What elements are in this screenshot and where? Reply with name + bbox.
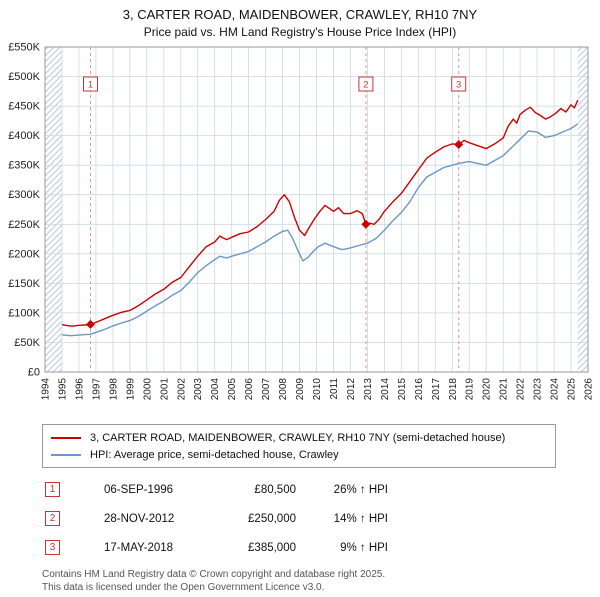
x-tick-label: 2006: [244, 378, 255, 401]
x-tick-label: 2026: [584, 378, 595, 401]
x-tick-label: 1998: [108, 378, 119, 401]
x-tick-label: 1995: [58, 378, 69, 401]
y-tick-label: £100K: [8, 307, 40, 319]
series-line-hpi: [61, 123, 579, 337]
page-subtitle: Price paid vs. HM Land Registry's House …: [143, 25, 457, 39]
no-data-hatch-right: [577, 47, 588, 372]
footer-licence: This data is licensed under the Open Gov…: [42, 581, 325, 593]
transaction-price: £80,500: [254, 483, 296, 496]
transaction-date: 17-MAY-2018: [104, 541, 174, 554]
y-tick-label: £0: [28, 367, 40, 379]
x-tick-label: 2005: [227, 378, 238, 401]
transaction-table: 1 06-SEP-1996 £80,500 26% ↑ HPI 2 28-NOV…: [45, 482, 600, 555]
x-tick-label: 1997: [91, 378, 102, 401]
y-tick-label: £450K: [8, 101, 40, 113]
series-line-property: [61, 99, 579, 327]
transaction-row: 2 28-NOV-2012 £250,000 14% ↑ HPI: [45, 511, 600, 526]
x-tick-label: 2004: [210, 378, 221, 401]
transaction-date: 06-SEP-1996: [104, 483, 174, 496]
transaction-hpi-delta: 26% ↑ HPI: [333, 483, 388, 496]
x-tick-label: 2010: [312, 378, 323, 401]
x-tick-label: 2014: [380, 378, 391, 401]
x-tick-label: 2017: [431, 378, 442, 401]
y-tick-label: £200K: [8, 248, 40, 260]
x-tick-label: 2022: [516, 378, 527, 401]
y-tick-label: £550K: [8, 42, 40, 54]
x-tick-label: 1994: [41, 378, 52, 401]
transaction-hpi-delta: 14% ↑ HPI: [333, 512, 388, 525]
transaction-price: £385,000: [248, 541, 296, 554]
sale-number-label: 1: [88, 80, 93, 91]
x-tick-label: 2001: [159, 378, 170, 401]
sale-number-box: [451, 76, 467, 92]
x-tick-label: 2003: [193, 378, 204, 401]
x-tick-label: 2018: [448, 378, 459, 401]
legend-item-property: 3, CARTER ROAD, MAIDENBOWER, CRAWLEY, RH…: [51, 429, 547, 446]
price-history-chart: 1 2 3 £0 £50K £100K £150K £200K £250K £300K £350K £…: [8, 42, 595, 401]
x-tick-label: 2016: [414, 378, 425, 401]
x-tick-label: 2009: [295, 378, 306, 401]
transaction-number-badge: 1: [45, 482, 60, 497]
sale-marker: [85, 319, 95, 329]
x-tick-label: 2013: [363, 378, 374, 401]
sale-marker: [454, 140, 464, 149]
sale-number-box: [358, 76, 374, 92]
transaction-number-badge: 2: [45, 511, 60, 526]
x-tick-label: 2025: [567, 378, 578, 401]
x-tick-label: 2021: [499, 378, 510, 401]
x-tick-label: 2012: [346, 378, 357, 401]
plot-frame: [44, 46, 589, 373]
legend-item-hpi: HPI: Average price, semi-detached house,…: [51, 446, 547, 463]
no-data-hatch-left: [45, 47, 62, 372]
x-tick-label: 2007: [261, 378, 272, 401]
y-tick-label: £400K: [8, 130, 40, 142]
legend-line-hpi: [51, 453, 81, 456]
x-tick-label: 1996: [74, 378, 85, 401]
x-tick-label: 2011: [329, 378, 340, 400]
x-tick-label: 2000: [142, 378, 153, 401]
y-tick-label: £500K: [8, 71, 40, 83]
x-tick-label: 2019: [465, 378, 476, 401]
y-tick-label: £300K: [8, 189, 40, 201]
y-tick-label: £150K: [8, 278, 40, 290]
transaction-price: £250,000: [248, 512, 296, 525]
footer-copyright: Contains HM Land Registry data © Crown c…: [42, 569, 386, 580]
x-tick-label: 2020: [482, 378, 493, 401]
sale-marker: [361, 219, 371, 229]
footer: Contains HM Land Registry data © Crown c…: [42, 569, 600, 594]
transaction-row: 3 17-MAY-2018 £385,000 9% ↑ HPI: [45, 540, 600, 555]
x-tick-label: 2015: [397, 378, 408, 401]
y-tick-label: £50K: [14, 337, 40, 349]
transaction-number-badge: 3: [45, 540, 60, 555]
y-tick-label: £350K: [8, 160, 40, 172]
x-tick-label: 2023: [533, 378, 544, 401]
x-tick-label: 1999: [125, 378, 136, 401]
legend: 3, CARTER ROAD, MAIDENBOWER, CRAWLEY, RH…: [42, 424, 556, 468]
sale-number-label: 2: [363, 80, 368, 91]
x-tick-label: 2002: [176, 378, 187, 401]
x-tick-label: 2008: [278, 378, 289, 401]
x-tick-label: 2024: [550, 378, 561, 401]
transaction-date: 28-NOV-2012: [104, 512, 175, 525]
sale-number-box: [83, 76, 98, 92]
legend-line-property: [51, 436, 81, 439]
sale-number-label: 3: [456, 80, 461, 91]
y-tick-label: £250K: [8, 219, 40, 231]
page-title: 3, CARTER ROAD, MAIDENBOWER, CRAWLEY, RH…: [122, 7, 478, 22]
legend-label-property: 3, CARTER ROAD, MAIDENBOWER, CRAWLEY, RH…: [90, 431, 506, 444]
transaction-row: 1 06-SEP-1996 £80,500 26% ↑ HPI: [45, 482, 600, 497]
transaction-hpi-delta: 9% ↑ HPI: [340, 541, 388, 554]
legend-label-hpi: HPI: Average price, semi-detached house,…: [90, 448, 339, 461]
